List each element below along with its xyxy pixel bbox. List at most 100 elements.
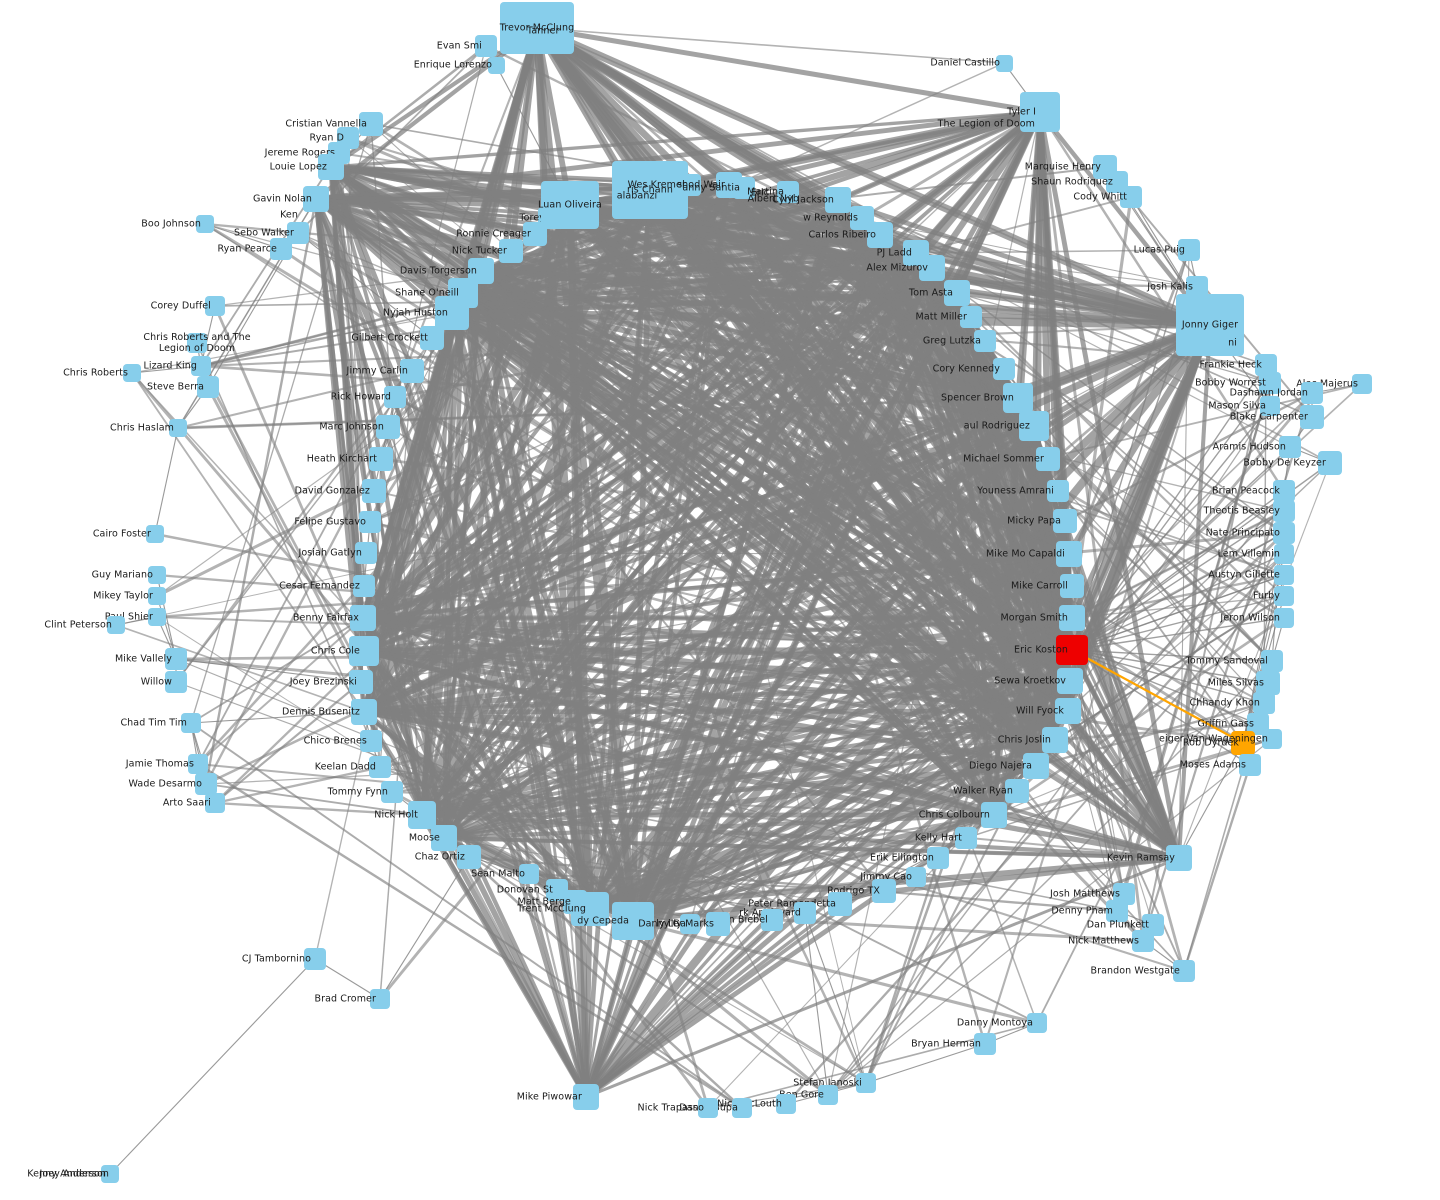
graph-node[interactable]	[181, 713, 201, 733]
graph-node[interactable]	[1186, 276, 1208, 298]
graph-node[interactable]	[123, 364, 141, 382]
graph-node[interactable]	[761, 909, 783, 931]
graph-node[interactable]	[1274, 608, 1294, 628]
graph-node[interactable]	[856, 1073, 876, 1093]
graph-node[interactable]	[680, 914, 700, 934]
graph-node[interactable]	[612, 161, 688, 219]
graph-node[interactable]	[698, 1098, 718, 1118]
graph-node[interactable]	[1253, 692, 1275, 714]
graph-node[interactable]	[546, 879, 568, 901]
graph-node[interactable]	[818, 1085, 838, 1105]
graph-node[interactable]	[351, 699, 377, 725]
graph-node[interactable]	[927, 847, 949, 869]
graph-node[interactable]	[188, 754, 208, 774]
graph-node[interactable]	[960, 306, 982, 328]
graph-node[interactable]	[944, 280, 970, 306]
graph-node[interactable]	[981, 802, 1007, 828]
graph-node[interactable]	[359, 112, 383, 136]
graph-node[interactable]	[420, 326, 444, 350]
graph-node[interactable]	[1262, 729, 1282, 749]
graph-node[interactable]	[679, 174, 701, 196]
graph-node[interactable]	[148, 566, 166, 584]
graph-node[interactable]	[1056, 541, 1082, 567]
graph-node[interactable]	[148, 587, 166, 605]
graph-node[interactable]	[974, 330, 996, 352]
graph-node[interactable]	[359, 511, 381, 533]
graph-node[interactable]	[148, 608, 166, 626]
graph-node[interactable]	[732, 1098, 752, 1118]
graph-node[interactable]	[355, 542, 377, 564]
graph-node[interactable]	[776, 1094, 796, 1114]
graph-node[interactable]	[733, 177, 755, 199]
graph-node[interactable]	[1274, 586, 1294, 606]
graph-node[interactable]	[1057, 668, 1083, 694]
graph-node[interactable]	[794, 902, 816, 924]
graph-node[interactable]	[431, 825, 457, 851]
graph-node[interactable]	[1261, 650, 1283, 672]
graph-node[interactable]	[1178, 239, 1200, 261]
graph-node[interactable]	[197, 376, 219, 398]
graph-node[interactable]	[1173, 960, 1195, 982]
graph-node[interactable]	[1027, 1013, 1047, 1033]
graph-node[interactable]	[1120, 186, 1142, 208]
graph-node[interactable]	[1055, 698, 1081, 724]
graph-node[interactable]	[457, 845, 481, 869]
graph-node[interactable]	[993, 358, 1015, 380]
graph-node[interactable]	[919, 255, 945, 281]
graph-node[interactable]	[1274, 544, 1294, 564]
graph-node[interactable]	[1352, 374, 1372, 394]
graph-node[interactable]	[1020, 92, 1060, 132]
graph-node[interactable]	[1036, 447, 1060, 471]
graph-node[interactable]	[270, 238, 292, 260]
graph-node[interactable]	[1231, 731, 1255, 755]
graph-node[interactable]	[1056, 635, 1088, 665]
graph-node[interactable]	[1059, 605, 1085, 631]
graph-node[interactable]	[169, 419, 187, 437]
graph-node[interactable]	[571, 892, 609, 926]
graph-node[interactable]	[376, 415, 400, 439]
graph-node[interactable]	[1113, 883, 1135, 905]
graph-node[interactable]	[1318, 451, 1342, 475]
graph-node[interactable]	[196, 215, 214, 233]
graph-node[interactable]	[370, 989, 390, 1009]
graph-node[interactable]	[706, 912, 730, 936]
graph-node[interactable]	[974, 1033, 996, 1055]
graph-node[interactable]	[1019, 411, 1049, 441]
graph-node[interactable]	[369, 756, 391, 778]
graph-node[interactable]	[101, 1165, 119, 1183]
graph-node[interactable]	[400, 359, 424, 383]
graph-node[interactable]	[1176, 294, 1244, 356]
graph-node[interactable]	[349, 636, 379, 666]
graph-node[interactable]	[1260, 396, 1280, 416]
graph-node[interactable]	[187, 333, 207, 353]
graph-node[interactable]	[541, 181, 599, 229]
graph-node[interactable]	[573, 1084, 599, 1110]
graph-node[interactable]	[1301, 382, 1323, 404]
graph-node[interactable]	[287, 222, 309, 244]
graph-node[interactable]	[195, 773, 217, 795]
graph-node[interactable]	[499, 239, 523, 263]
graph-node[interactable]	[1106, 900, 1128, 922]
graph-node[interactable]	[191, 356, 211, 376]
graph-node[interactable]	[1023, 753, 1049, 779]
graph-node[interactable]	[435, 296, 469, 330]
graph-node[interactable]	[1300, 405, 1324, 429]
graph-node[interactable]	[825, 187, 851, 213]
graph-node[interactable]	[205, 793, 225, 813]
graph-node[interactable]	[318, 154, 344, 180]
graph-node[interactable]	[1273, 500, 1295, 522]
graph-node[interactable]	[349, 670, 373, 694]
graph-node[interactable]	[1053, 509, 1077, 533]
graph-node[interactable]	[369, 447, 393, 471]
graph-node[interactable]	[165, 648, 187, 670]
graph-node[interactable]	[1273, 480, 1295, 502]
graph-node[interactable]	[304, 948, 326, 970]
graph-node[interactable]	[500, 2, 574, 54]
graph-node[interactable]	[360, 730, 382, 752]
graph-node[interactable]	[1047, 480, 1069, 502]
graph-node[interactable]	[1256, 671, 1280, 695]
graph-node[interactable]	[1259, 372, 1281, 394]
graph-node[interactable]	[955, 827, 977, 849]
graph-node[interactable]	[906, 867, 926, 887]
